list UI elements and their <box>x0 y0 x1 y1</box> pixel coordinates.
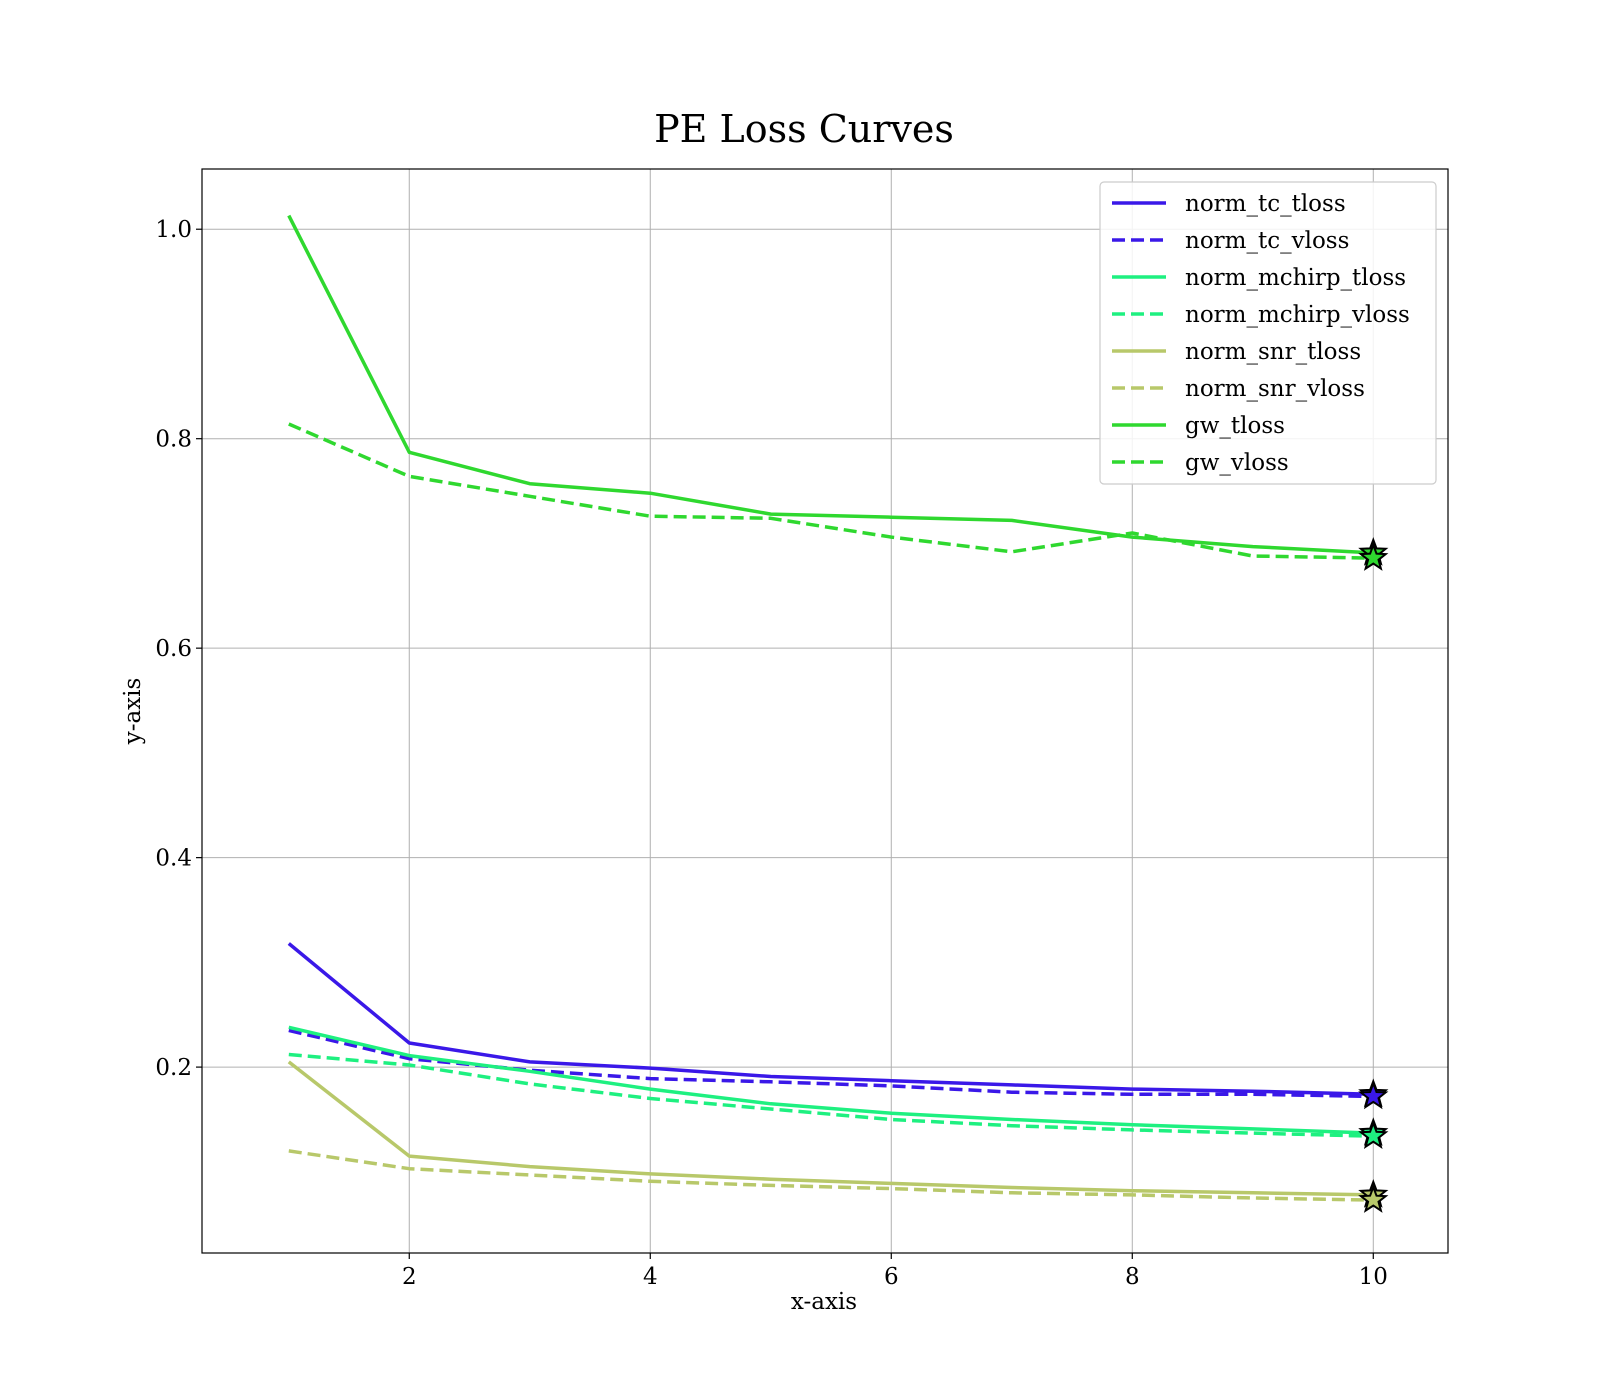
legend-label: norm_snr_tloss <box>1185 339 1361 365</box>
end-marker-star-norm_mchirp_vloss <box>1358 1120 1389 1149</box>
x-tick-label: 10 <box>1359 1264 1388 1290</box>
legend-label: norm_mchirp_vloss <box>1185 302 1410 328</box>
series-line-norm_snr_vloss <box>288 1149 1374 1202</box>
y-tick-label: 0.8 <box>155 427 192 453</box>
legend-label: gw_tloss <box>1185 413 1285 439</box>
legend-label: norm_snr_vloss <box>1185 376 1365 402</box>
x-tick-label: 8 <box>1125 1264 1140 1290</box>
series-lines <box>287 214 1374 1202</box>
y-tick-label: 0.2 <box>155 1055 192 1081</box>
series-line-norm_tc_tloss <box>287 942 1374 1097</box>
series-line-gw_vloss <box>288 422 1374 560</box>
end-marker-star-norm_tc_vloss <box>1358 1080 1389 1110</box>
y-tick-label: 0.4 <box>155 846 192 872</box>
x-tick-label: 6 <box>884 1264 899 1290</box>
legend-label: norm_mchirp_tloss <box>1185 265 1406 291</box>
legend-label: gw_vloss <box>1185 450 1289 476</box>
plot-area-frame <box>201 168 1449 1254</box>
x-tick-label: 4 <box>643 1264 658 1290</box>
y-tick-label: 1.0 <box>155 217 192 243</box>
legend: norm_tc_tloss norm_tc_vloss norm_mchirp_tl… <box>1099 181 1437 485</box>
series-line-gw_tloss <box>287 214 1374 555</box>
y-axis-label: y-axis <box>120 678 146 746</box>
x-tick-label: 2 <box>402 1264 417 1290</box>
end-markers <box>1358 537 1389 1213</box>
end-marker-star-gw_vloss <box>1358 542 1389 571</box>
end-marker-star-norm_snr_vloss <box>1358 1184 1389 1213</box>
legend-label: norm_tc_tloss <box>1185 191 1346 217</box>
series-line-norm_mchirp_vloss <box>288 1052 1374 1138</box>
x-axis-label: x-axis <box>791 1289 857 1315</box>
series-line-norm_tc_vloss <box>288 1028 1374 1099</box>
legend-label: norm_tc_vloss <box>1185 228 1349 254</box>
axis-ticks: 2 4 6 8 10 0.2 0.4 0.6 0.8 1.0 <box>155 217 1388 1290</box>
y-tick-label: 0.6 <box>155 636 192 662</box>
chart-title: PE Loss Curves <box>654 107 954 151</box>
legend-box <box>1099 181 1437 485</box>
series-line-norm_snr_tloss <box>287 1060 1374 1197</box>
series-line-norm_mchirp_tloss <box>288 1025 1374 1135</box>
